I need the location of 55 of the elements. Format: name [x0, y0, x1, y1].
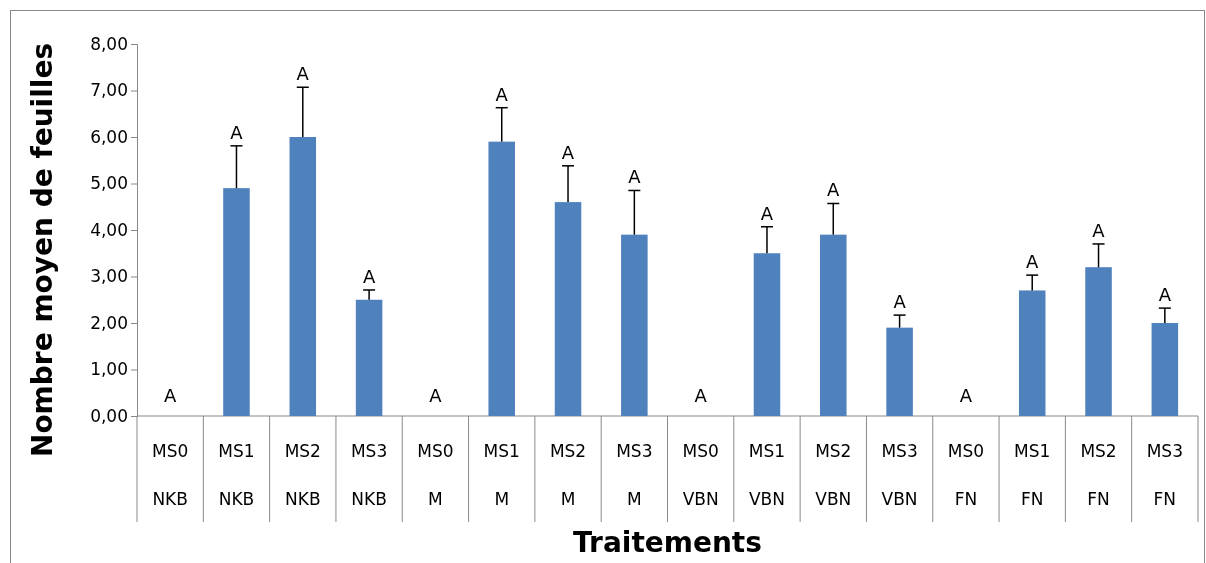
- data-label: A: [1158, 284, 1172, 306]
- bar: [886, 327, 913, 416]
- data-label: A: [1092, 219, 1106, 241]
- data-label: A: [296, 63, 310, 85]
- category-label: MS3 FN: [1146, 441, 1183, 509]
- data-label: A: [230, 121, 244, 143]
- bar: [488, 141, 515, 416]
- data-label: A: [362, 265, 376, 287]
- y-tick-label: 5,00: [90, 173, 128, 194]
- bar: [355, 299, 383, 416]
- bar: [753, 253, 781, 416]
- category-label: MS0 FN: [947, 441, 985, 509]
- y-tick-label: 3,00: [90, 266, 128, 287]
- bar: [621, 234, 648, 416]
- data-label: A: [959, 385, 973, 406]
- y-axis-title: Nombre moyen de feuilles: [26, 42, 59, 458]
- category-label: MS3 NKB: [350, 441, 388, 509]
- category-label: MS1 M: [483, 441, 520, 509]
- data-label: A: [893, 291, 907, 313]
- y-tick-label: 2,00: [90, 312, 128, 333]
- y-tick-label: 7,00: [90, 80, 128, 101]
- bar: [223, 188, 250, 416]
- category-label: MS2 M: [549, 441, 587, 509]
- data-label: A: [760, 202, 774, 224]
- category-label: MS0 NKB: [152, 441, 189, 509]
- data-label: A: [163, 385, 177, 406]
- category-label: MS0 VBN: [682, 441, 719, 509]
- x-axis-title: Traitements: [573, 526, 762, 559]
- category-label: MS2 FN: [1080, 441, 1117, 509]
- category-label: MS1 FN: [1014, 441, 1051, 509]
- data-label: A: [694, 385, 708, 406]
- category-label: MS0 M: [417, 441, 454, 509]
- data-label: A: [561, 141, 575, 163]
- data-label: A: [827, 179, 841, 201]
- category-label: MS1 NKB: [218, 441, 255, 509]
- bar: [820, 234, 847, 416]
- y-tick-label: 4,00: [90, 219, 128, 240]
- category-label: MS3 VBN: [881, 441, 918, 509]
- category-label: MS3 M: [616, 441, 653, 509]
- bar: [1018, 290, 1046, 416]
- y-tick-label: 1,00: [90, 359, 128, 380]
- category-label: MS2 VBN: [815, 441, 852, 509]
- data-label: A: [429, 385, 443, 406]
- y-tick-label: 8,00: [90, 33, 128, 54]
- bar: [554, 202, 582, 416]
- category-label: MS2 NKB: [284, 441, 321, 509]
- bar: [289, 137, 317, 416]
- bar: [1151, 323, 1179, 416]
- data-label: A: [1026, 251, 1040, 273]
- data-label: A: [495, 83, 509, 105]
- category-label: MS1 VBN: [748, 441, 786, 509]
- bar: [1085, 267, 1112, 416]
- y-tick-label: 6,00: [90, 126, 128, 147]
- data-label: A: [628, 166, 642, 188]
- y-tick-label: 0,00: [90, 405, 128, 426]
